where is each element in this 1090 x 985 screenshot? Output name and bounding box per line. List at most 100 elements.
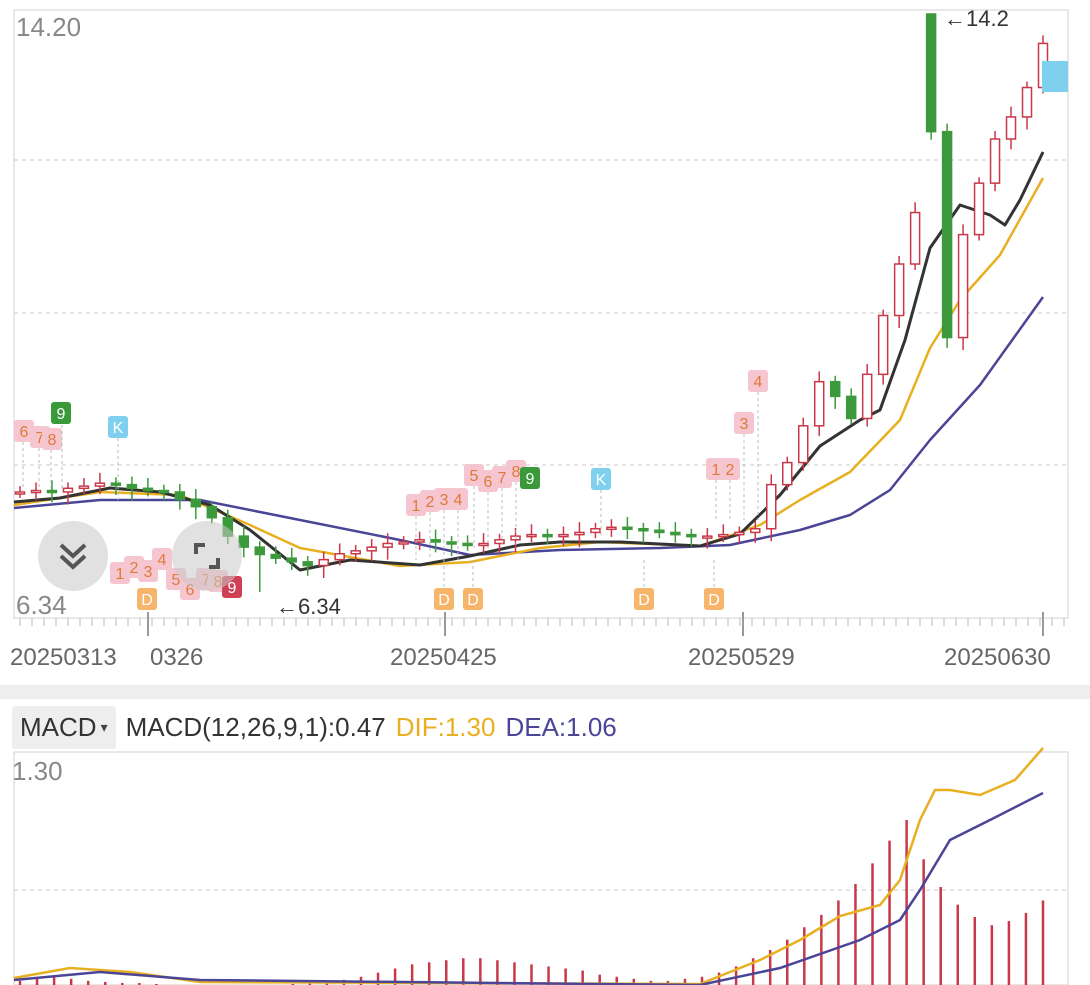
candle-body	[590, 528, 601, 534]
candle-body	[558, 533, 569, 538]
signal-green-nine-text: 9	[526, 471, 535, 488]
candle-body	[542, 533, 553, 538]
candlestick	[845, 388, 857, 425]
signal-mid-pink-text: 2	[426, 494, 435, 511]
candlestick	[78, 478, 90, 495]
macd-border	[13, 751, 1069, 985]
signal-d: D	[704, 588, 724, 610]
candle-body	[254, 546, 266, 556]
candle-body	[46, 489, 58, 494]
candlestick	[973, 177, 985, 241]
candle-body	[718, 533, 729, 538]
candlestick	[750, 520, 761, 543]
ma-line-yellow	[13, 177, 1045, 568]
candle-body	[478, 542, 489, 547]
signal-bottom-pink-box	[152, 548, 172, 570]
candlestick	[526, 524, 537, 542]
candlestick	[366, 539, 377, 562]
signal-d-text: D	[438, 592, 450, 609]
indicator-selector[interactable]: MACD ▾	[12, 706, 116, 749]
candlestick	[813, 371, 825, 437]
candlestick	[941, 123, 953, 348]
fullscreen-button[interactable]	[172, 521, 242, 591]
candle-body	[638, 528, 649, 532]
signal-d-text: D	[638, 592, 650, 609]
main-chart-labels: 14.20 6.34 ←14.2 ←6.34 20250313 0326 20250425 2…	[10, 6, 1051, 671]
ma-line-black	[13, 151, 1045, 572]
candlestick	[606, 519, 617, 537]
candlestick	[957, 224, 969, 351]
indicator-header: MACD ▾ MACD(12,26,9,1):0.47 DIF:1.30 DEA…	[0, 705, 1090, 750]
candlestick	[110, 477, 122, 495]
indicator-selector-label: MACD	[20, 712, 97, 742]
candle-body	[877, 314, 889, 376]
candlestick	[654, 522, 665, 539]
candle-body	[110, 482, 122, 486]
candlestick	[909, 202, 921, 270]
signal-d-box	[434, 588, 454, 610]
signal-mid-pink-text: 6	[484, 474, 493, 491]
candle-body	[142, 487, 154, 492]
candle-body	[606, 526, 617, 531]
candlestick	[46, 480, 58, 503]
candle-body	[925, 13, 937, 133]
candle-body	[446, 541, 457, 545]
candlestick	[574, 522, 585, 548]
low-price-marker: ←6.34	[276, 594, 341, 619]
candlestick	[925, 13, 937, 140]
candle-body	[813, 380, 825, 427]
moving-average-lines	[13, 151, 1045, 572]
signal-d-text: D	[467, 592, 479, 609]
signal-right-pink-box	[748, 370, 768, 392]
candlestick	[270, 546, 281, 565]
dea-line	[13, 791, 1044, 985]
signal-right-pink-text: 4	[754, 374, 763, 391]
candlestick	[414, 531, 425, 551]
signal-mid-pink: 4	[448, 488, 468, 510]
signal-mid-pink-text: 5	[470, 468, 479, 485]
signal-k: K	[591, 468, 611, 490]
signal-green-nine-box	[51, 402, 71, 424]
signal-d: D	[434, 588, 454, 610]
signal-mid-pink-text: 8	[512, 464, 521, 481]
signal-bottom-pink-text: 3	[144, 564, 153, 581]
signal-d-text: D	[141, 592, 153, 609]
candle-body	[845, 395, 857, 420]
signal-right-pink-text: 1	[712, 462, 721, 479]
candle-body	[126, 483, 138, 490]
candle-body	[270, 553, 281, 559]
signal-mid-pink-box	[448, 488, 468, 510]
candle-body	[350, 550, 361, 555]
signal-k: K	[108, 416, 128, 438]
signal-bottom-pink: 4	[152, 548, 172, 570]
y-max-label: 14.20	[16, 12, 81, 42]
candle-body	[158, 489, 170, 494]
candle-body	[782, 461, 793, 486]
candlestick	[286, 547, 297, 570]
candlestick	[829, 375, 841, 409]
candlestick	[989, 130, 1001, 192]
macd-value: MACD(12,26,9,1):0.47	[125, 712, 386, 742]
price-tag	[1042, 61, 1068, 92]
signal-top-pink-text: 8	[48, 432, 57, 449]
signal-bottom-pink-text: 6	[186, 582, 195, 599]
candlestick	[318, 551, 329, 579]
candlestick	[334, 543, 345, 566]
signal-bottom-pink-text: 5	[172, 572, 181, 589]
candlestick	[190, 489, 202, 520]
candlestick	[30, 482, 42, 501]
signal-top-pink: 6	[14, 420, 34, 442]
fullscreen-icon	[194, 543, 220, 569]
candlestick	[302, 555, 313, 576]
candlestick	[893, 255, 905, 329]
macd-y-label: 1.30	[12, 756, 63, 786]
candle-body	[206, 505, 218, 519]
signal-green-nine-box	[520, 467, 540, 489]
candlestick	[1021, 81, 1033, 130]
signal-right-pink: 2	[720, 458, 740, 480]
candle-body	[670, 531, 681, 536]
signal-top-pink-box	[42, 428, 62, 450]
candle-body	[286, 557, 297, 563]
collapse-button[interactable]	[38, 521, 108, 591]
